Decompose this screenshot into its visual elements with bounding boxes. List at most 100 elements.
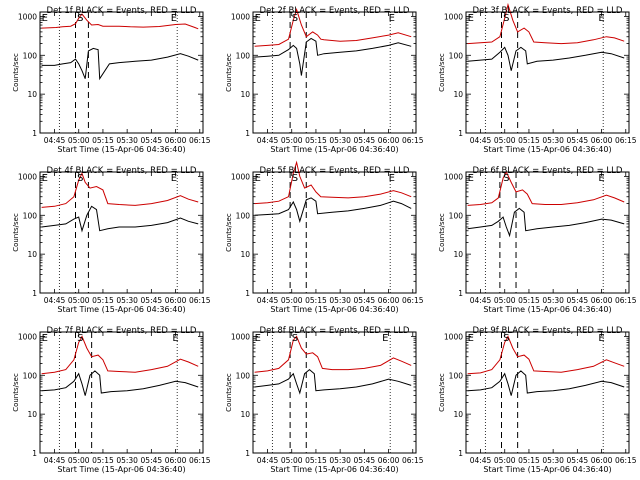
marker-label-s: S [77,173,83,184]
marker-label-s: S [77,13,83,24]
panel-title: Det 2f BLACK = Events, RED = LLD [260,6,410,16]
marker-label-e: E [42,333,48,344]
marker-label-e: E [598,173,604,184]
y-axis-label: Counts/sec [12,373,20,412]
marker-label-s: S [503,333,509,344]
y-tick-label: 10 [240,90,250,99]
panel-title: Det 4f BLACK = Events, RED = LLD [47,166,197,176]
marker-label-e: E [468,173,474,184]
lld-series-line [254,335,412,373]
y-tick-label: 1 [458,289,463,298]
x-tick-label: 05:15 [518,136,540,145]
y-tick-label: 1000 [18,172,37,181]
x-tick-label: 06:00 [378,136,400,145]
x-tick-label: 05:30 [116,456,138,465]
panel-title: Det 6f BLACK = Events, RED = LLD [473,166,623,176]
x-tick-label: 04:45 [257,136,279,145]
y-tick-label: 100 [449,371,464,380]
y-tick-label: 1 [245,289,250,298]
lld-series-line [467,2,625,45]
panel-title: Det 7f BLACK = Events, RED = LLD [47,326,197,336]
marker-label-e: E [42,173,48,184]
detector-panel-6: 1 10 100 1000 04:45 05:00 05:15 05:30 05:45 06:00… [438,166,637,314]
x-axis-label: Start Time (15-Apr-06 04:36:40) [270,305,398,314]
x-tick-label: 06:00 [165,296,187,305]
x-tick-label: 05:30 [329,296,351,305]
x-tick-label: 05:00 [281,136,303,145]
detector-panel-8: 1 10 100 1000 04:45 05:00 05:15 05:30 05:45 06:00… [225,326,424,474]
x-axis-label: Start Time (15-Apr-06 04:36:40) [483,145,611,154]
x-tick-label: 05:00 [281,296,303,305]
panel-title: Det 5f BLACK = Events, RED = LLD [260,166,410,176]
y-tick-label: 1 [458,129,463,138]
marker-label-s: S [292,173,298,184]
x-tick-label: 04:45 [470,296,492,305]
x-tick-label: 06:00 [591,136,613,145]
y-tick-label: 1000 [231,172,250,181]
x-tick-label: 05:00 [68,456,90,465]
x-axis-label: Start Time (15-Apr-06 04:36:40) [57,305,185,314]
x-tick-label: 05:45 [354,296,376,305]
lld-series-line [41,335,199,375]
plot-frame [252,331,417,454]
x-tick-label: 05:30 [542,296,564,305]
events-series-line [467,46,625,71]
panel-title: Det 1f BLACK = Events, RED = LLD [47,6,197,16]
marker-label-s: S [503,13,509,24]
x-tick-label: 06:15 [189,296,211,305]
lld-series-line [467,170,625,206]
y-tick-label: 10 [27,90,37,99]
detector-panel-3: 1 10 100 1000 04:45 05:00 05:15 05:30 05:45 06:00… [438,2,637,154]
x-tick-label: 06:00 [591,456,613,465]
y-tick-label: 1 [32,129,37,138]
y-tick-label: 100 [236,211,251,220]
y-axis-label: Counts/sec [438,213,446,252]
x-tick-label: 05:00 [494,296,516,305]
detector-panel-1: 1 10 100 1000 04:45 05:00 05:15 05:30 05:45 06:00… [12,6,211,154]
y-tick-label: 100 [23,371,38,380]
x-tick-label: 05:45 [567,136,589,145]
x-tick-label: 06:15 [189,136,211,145]
plot-frame [252,11,417,134]
events-series-line [41,47,199,81]
plot-frame [252,171,417,294]
panel-title: Det 8f BLACK = Events, RED = LLD [260,326,410,336]
y-tick-label: 1 [245,449,250,458]
x-tick-label: 05:45 [141,296,163,305]
marker-label-e: E [171,173,177,184]
x-tick-label: 05:30 [116,296,138,305]
y-tick-label: 1000 [444,332,463,341]
x-tick-label: 04:45 [44,136,66,145]
x-tick-label: 05:00 [494,456,516,465]
x-tick-label: 06:15 [615,296,637,305]
marker-label-s: S [292,13,298,24]
x-tick-label: 06:15 [615,136,637,145]
x-axis-label: Start Time (15-Apr-06 04:36:40) [57,145,185,154]
y-tick-label: 1 [245,129,250,138]
x-tick-label: 05:15 [518,296,540,305]
plot-frame [465,171,630,294]
lld-series-line [467,335,625,375]
marker-label-e: E [255,173,261,184]
x-tick-label: 05:00 [281,456,303,465]
events-series-line [41,370,199,396]
y-tick-label: 100 [449,51,464,60]
x-tick-label: 05:15 [518,456,540,465]
x-tick-label: 05:15 [92,136,114,145]
x-tick-label: 04:45 [470,136,492,145]
y-tick-label: 100 [236,51,251,60]
x-tick-label: 04:45 [470,456,492,465]
marker-label-e: E [389,13,395,24]
x-tick-label: 04:45 [44,296,66,305]
y-tick-label: 1 [458,449,463,458]
lld-series-line [254,160,412,205]
y-tick-label: 1000 [231,332,250,341]
x-tick-label: 05:45 [354,136,376,145]
y-tick-label: 1000 [444,12,463,21]
y-tick-label: 100 [236,371,251,380]
x-tick-label: 06:00 [378,456,400,465]
y-tick-label: 1 [32,289,37,298]
x-tick-label: 06:00 [165,456,187,465]
y-tick-label: 10 [453,410,463,419]
